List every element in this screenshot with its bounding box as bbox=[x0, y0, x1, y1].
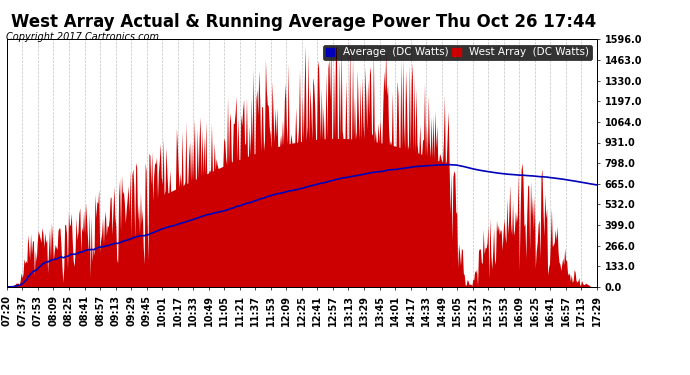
Legend: Average  (DC Watts), West Array  (DC Watts): Average (DC Watts), West Array (DC Watts… bbox=[324, 45, 591, 60]
Text: West Array Actual & Running Average Power Thu Oct 26 17:44: West Array Actual & Running Average Powe… bbox=[11, 13, 596, 31]
Text: Copyright 2017 Cartronics.com: Copyright 2017 Cartronics.com bbox=[6, 32, 159, 42]
